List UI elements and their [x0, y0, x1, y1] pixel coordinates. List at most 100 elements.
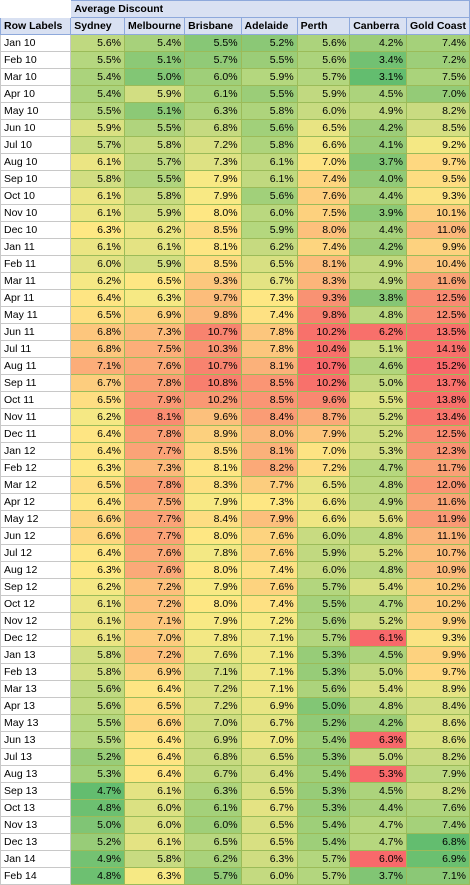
value-cell[interactable]: 10.7%: [184, 323, 242, 341]
row-label[interactable]: Jun 10: [0, 119, 72, 137]
value-cell[interactable]: 5.4%: [296, 731, 351, 749]
value-cell[interactable]: 7.1%: [240, 646, 298, 664]
row-label[interactable]: Apr 11: [0, 289, 72, 307]
value-cell[interactable]: 9.3%: [405, 629, 470, 647]
value-cell[interactable]: 4.2%: [349, 34, 407, 52]
value-cell[interactable]: 6.0%: [296, 102, 351, 120]
value-cell[interactable]: 6.9%: [184, 731, 242, 749]
value-cell[interactable]: 4.7%: [349, 833, 407, 851]
value-cell[interactable]: 6.2%: [240, 238, 298, 256]
value-cell[interactable]: 8.3%: [296, 272, 351, 290]
row-label[interactable]: Jan 10: [0, 34, 72, 52]
value-cell[interactable]: 8.9%: [184, 425, 242, 443]
value-cell[interactable]: 7.6%: [240, 527, 298, 545]
value-cell[interactable]: 5.6%: [70, 34, 126, 52]
value-cell[interactable]: 7.8%: [124, 476, 186, 494]
row-label[interactable]: Apr 12: [0, 493, 72, 511]
row-label[interactable]: Sep 10: [0, 170, 72, 188]
value-cell[interactable]: 8.0%: [184, 561, 242, 579]
value-cell[interactable]: 12.5%: [405, 425, 470, 443]
value-cell[interactable]: 7.4%: [240, 595, 298, 613]
value-cell[interactable]: 5.9%: [70, 119, 126, 137]
value-cell[interactable]: 6.1%: [124, 782, 186, 800]
value-cell[interactable]: 7.2%: [184, 680, 242, 698]
value-cell[interactable]: 5.5%: [184, 34, 242, 52]
value-cell[interactable]: 7.3%: [124, 459, 186, 477]
value-cell[interactable]: 7.2%: [296, 459, 351, 477]
row-label[interactable]: Dec 10: [0, 221, 72, 239]
value-cell[interactable]: 6.8%: [70, 340, 126, 358]
row-label[interactable]: Jan 12: [0, 442, 72, 460]
value-cell[interactable]: 11.1%: [405, 527, 470, 545]
value-cell[interactable]: 8.1%: [184, 238, 242, 256]
value-cell[interactable]: 5.2%: [70, 833, 126, 851]
row-label[interactable]: Apr 13: [0, 697, 72, 715]
value-cell[interactable]: 6.7%: [70, 374, 126, 392]
value-cell[interactable]: 6.9%: [124, 663, 186, 681]
value-cell[interactable]: 6.8%: [405, 833, 470, 851]
value-cell[interactable]: 12.5%: [405, 306, 470, 324]
value-cell[interactable]: 6.4%: [70, 425, 126, 443]
value-cell[interactable]: 5.1%: [124, 51, 186, 69]
column-header-brisbane[interactable]: Brisbane: [184, 17, 242, 35]
value-cell[interactable]: 10.4%: [296, 340, 351, 358]
value-cell[interactable]: 6.1%: [240, 170, 298, 188]
value-cell[interactable]: 5.4%: [124, 34, 186, 52]
value-cell[interactable]: 7.6%: [240, 544, 298, 562]
row-label[interactable]: Jul 13: [0, 748, 72, 766]
value-cell[interactable]: 4.0%: [349, 170, 407, 188]
value-cell[interactable]: 11.7%: [405, 459, 470, 477]
row-label[interactable]: Aug 12: [0, 561, 72, 579]
value-cell[interactable]: 7.2%: [405, 51, 470, 69]
value-cell[interactable]: 6.1%: [184, 85, 242, 103]
values-header-cell[interactable]: Average Discount: [70, 0, 470, 18]
value-cell[interactable]: 5.6%: [296, 51, 351, 69]
row-label[interactable]: Jan 13: [0, 646, 72, 664]
value-cell[interactable]: 9.9%: [405, 612, 470, 630]
value-cell[interactable]: 10.7%: [184, 357, 242, 375]
row-label[interactable]: Apr 10: [0, 85, 72, 103]
row-label[interactable]: Dec 11: [0, 425, 72, 443]
value-cell[interactable]: 6.0%: [240, 204, 298, 222]
value-cell[interactable]: 7.9%: [184, 170, 242, 188]
value-cell[interactable]: 6.0%: [70, 255, 126, 273]
row-label[interactable]: Jun 12: [0, 527, 72, 545]
row-label[interactable]: Feb 11: [0, 255, 72, 273]
value-cell[interactable]: 7.6%: [296, 187, 351, 205]
row-label[interactable]: Mar 12: [0, 476, 72, 494]
value-cell[interactable]: 3.7%: [349, 153, 407, 171]
value-cell[interactable]: 4.8%: [349, 306, 407, 324]
row-label[interactable]: Oct 11: [0, 391, 72, 409]
value-cell[interactable]: 7.1%: [70, 357, 126, 375]
value-cell[interactable]: 8.4%: [405, 697, 470, 715]
value-cell[interactable]: 6.5%: [184, 833, 242, 851]
value-cell[interactable]: 6.0%: [296, 561, 351, 579]
value-cell[interactable]: 4.7%: [349, 459, 407, 477]
value-cell[interactable]: 5.9%: [240, 221, 298, 239]
value-cell[interactable]: 5.9%: [296, 544, 351, 562]
value-cell[interactable]: 4.7%: [70, 782, 126, 800]
value-cell[interactable]: 7.0%: [296, 442, 351, 460]
value-cell[interactable]: 7.8%: [184, 629, 242, 647]
value-cell[interactable]: 6.5%: [296, 476, 351, 494]
value-cell[interactable]: 4.7%: [349, 595, 407, 613]
value-cell[interactable]: 10.9%: [405, 561, 470, 579]
value-cell[interactable]: 7.2%: [240, 612, 298, 630]
value-cell[interactable]: 6.0%: [184, 816, 242, 834]
value-cell[interactable]: 5.1%: [124, 102, 186, 120]
value-cell[interactable]: 6.1%: [349, 629, 407, 647]
value-cell[interactable]: 5.2%: [296, 714, 351, 732]
value-cell[interactable]: 5.8%: [240, 102, 298, 120]
value-cell[interactable]: 6.3%: [70, 221, 126, 239]
value-cell[interactable]: 7.6%: [405, 799, 470, 817]
value-cell[interactable]: 6.6%: [296, 510, 351, 528]
value-cell[interactable]: 5.2%: [349, 425, 407, 443]
value-cell[interactable]: 9.9%: [405, 646, 470, 664]
row-label[interactable]: Mar 10: [0, 68, 72, 86]
value-cell[interactable]: 9.6%: [184, 408, 242, 426]
value-cell[interactable]: 13.8%: [405, 391, 470, 409]
value-cell[interactable]: 6.4%: [70, 544, 126, 562]
value-cell[interactable]: 7.2%: [184, 136, 242, 154]
value-cell[interactable]: 5.9%: [240, 68, 298, 86]
value-cell[interactable]: 6.2%: [70, 272, 126, 290]
